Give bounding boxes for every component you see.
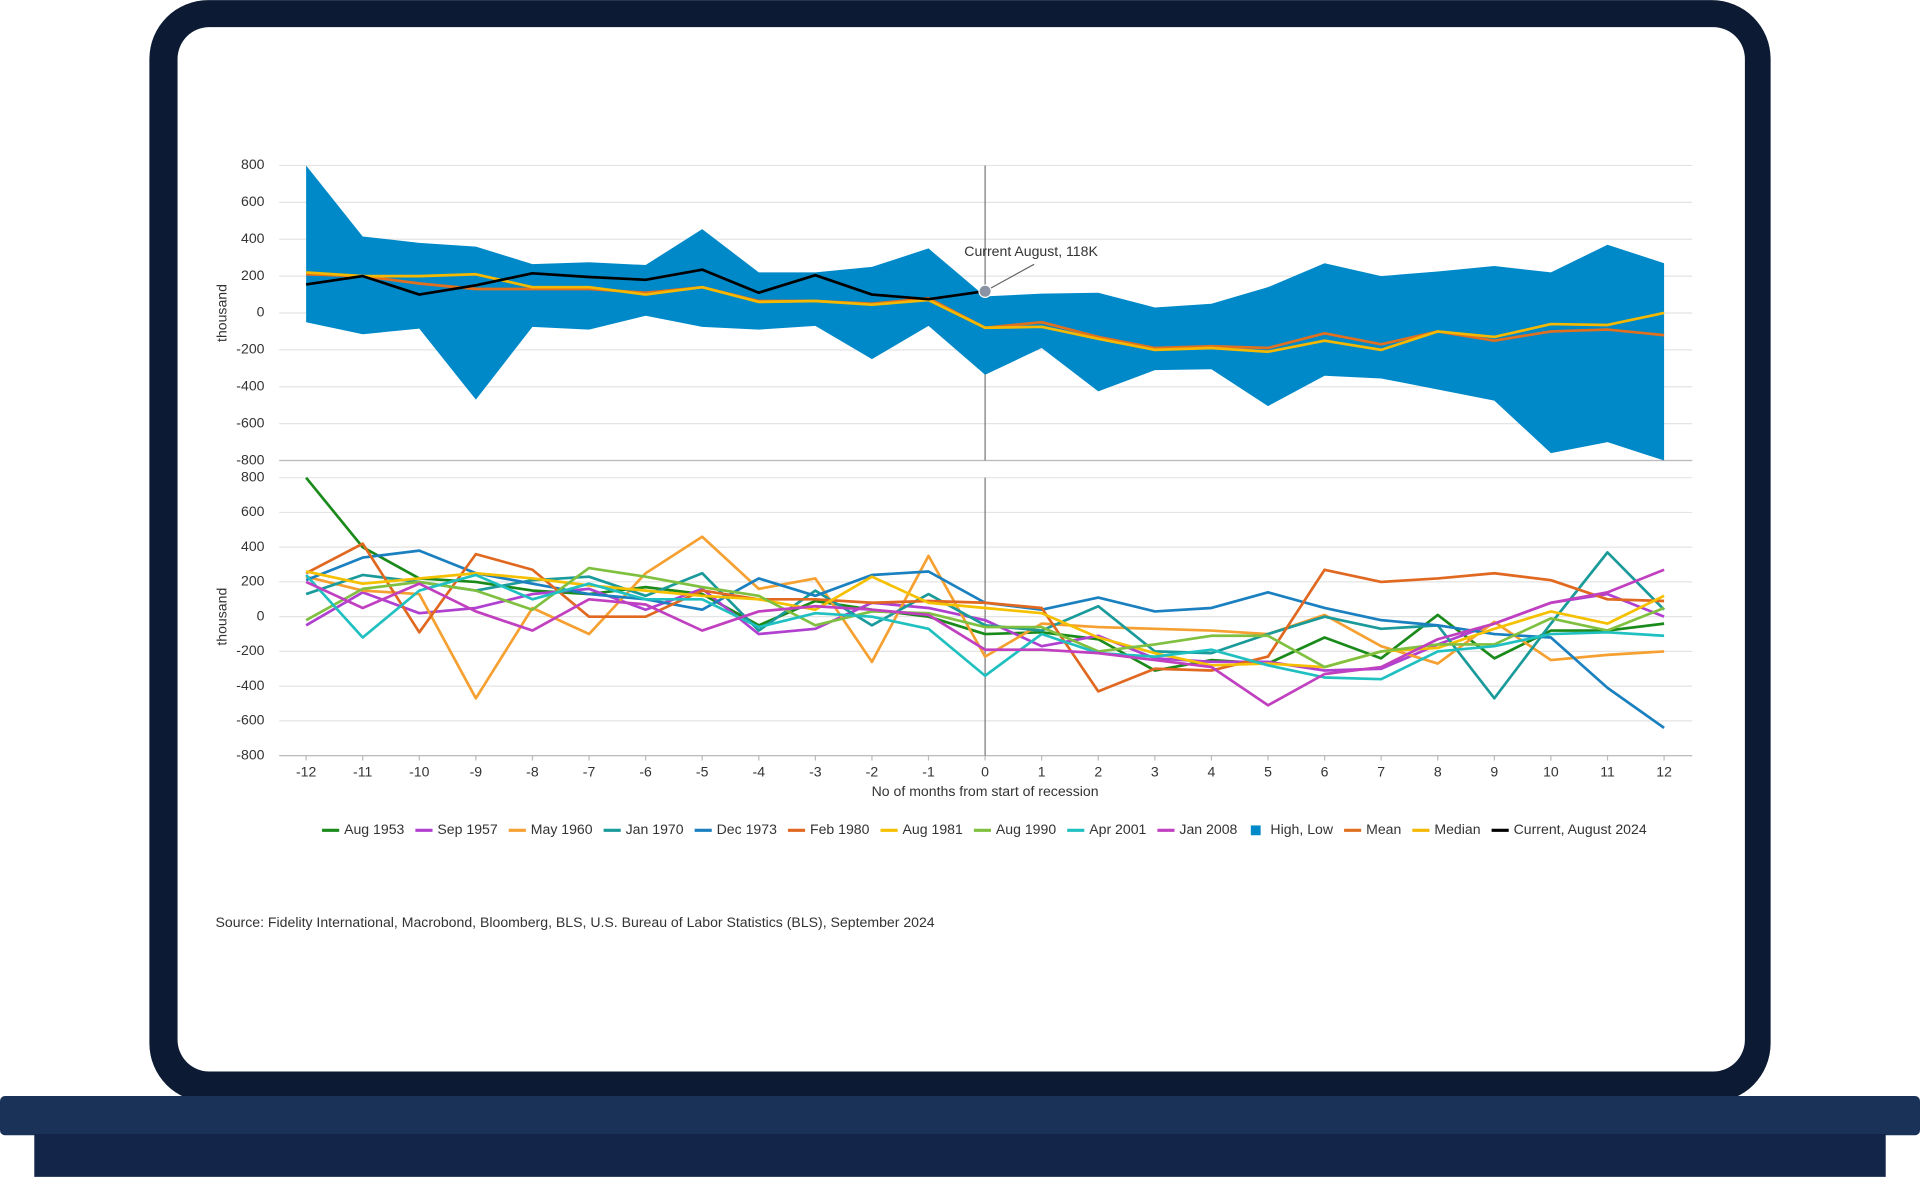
x-tick-label: 6 [1321,764,1329,780]
series-line [305,570,1665,669]
x-axis-label: No of months from start of recession [872,783,1099,799]
laptop-base [0,1096,1920,1136]
y-tick-label: 0 [257,607,265,623]
x-tick-label: -3 [809,764,822,780]
series-line [306,271,1665,354]
annotation-point [978,284,992,298]
series-line [305,542,1665,693]
legend-label: Current, August 2024 [1514,821,1647,837]
x-tick-label: -9 [470,764,483,780]
x-tick-label: 0 [981,764,989,780]
x-tick-label: 2 [1094,764,1102,780]
y-tick-label: 600 [241,193,265,209]
x-tick-label: 3 [1151,764,1159,780]
series-line [305,535,1665,700]
legend-swatch [1250,825,1261,836]
legend-label: Jan 1970 [626,821,684,837]
legend-label: May 1960 [531,821,593,837]
series-line [305,476,1665,672]
legend-label: Aug 1990 [996,821,1056,837]
y-tick-label: -800 [236,746,264,762]
y-tick-label: 200 [241,573,265,589]
source-note: Source: Fidelity International, Macrobon… [216,914,935,930]
laptop-base-lower [34,1134,1886,1177]
x-tick-label: -4 [753,764,766,780]
x-tick-label: -1 [922,764,935,780]
x-tick-label: -2 [866,764,879,780]
y-tick-label: 800 [241,468,265,484]
x-tick-label: -7 [583,764,596,780]
legend-label: Jan 2008 [1179,821,1237,837]
y-tick-label: 400 [241,538,265,554]
legend-label: Dec 1973 [717,821,777,837]
y-axis-label: thousand [214,588,230,646]
legend-label: High, Low [1270,821,1333,837]
y-tick-label: -200 [236,642,264,658]
x-tick-label: -8 [526,764,539,780]
series-line [305,268,986,301]
x-tick-label: 5 [1264,764,1272,780]
x-tick-label: 11 [1600,764,1615,780]
x-tick-label: -10 [409,764,430,780]
x-tick-label: 9 [1490,764,1498,780]
x-tick-label: -6 [639,764,652,780]
annotation-leader [984,263,1035,292]
x-tick-label: 7 [1377,764,1385,780]
y-tick-label: -200 [236,341,264,357]
legend-label: Median [1434,821,1480,837]
y-tick-label: -800 [236,451,264,467]
y-tick-label: 400 [241,230,265,246]
y-tick-label: 0 [257,304,265,320]
y-tick-label: 200 [241,267,265,283]
x-tick-label: 8 [1434,764,1442,780]
x-tick-label: -11 [353,764,372,780]
x-tick-label: 4 [1208,764,1216,780]
series-line [305,566,1665,669]
chart-area: -800-600-400-2000200400600800thousandCur… [214,156,1693,930]
x-tick-label: 1 [1038,764,1046,780]
y-tick-label: 600 [241,503,265,519]
y-axis-label: thousand [214,284,230,342]
y-tick-label: 800 [241,156,265,172]
annotation: Current August, 118K [964,243,1098,259]
x-tick-label: -12 [296,764,317,780]
legend-label: Feb 1980 [810,821,870,837]
y-tick-label: -600 [236,414,264,430]
series-line [305,573,1665,681]
y-tick-label: -400 [236,377,264,393]
legend-label: Mean [1366,821,1401,837]
x-tick-label: -5 [696,764,709,780]
x-tick-label: 10 [1543,764,1559,780]
y-tick-label: -400 [236,677,264,693]
y-tick-label: -600 [236,712,264,728]
legend-label: Aug 1953 [344,821,404,837]
legend-label: Apr 2001 [1089,821,1146,837]
legend-label: Aug 1981 [903,821,963,837]
series-line [305,568,1665,707]
x-tick-label: 12 [1656,764,1672,780]
high-low-band [306,165,1665,461]
legend-label: Sep 1957 [437,821,497,837]
